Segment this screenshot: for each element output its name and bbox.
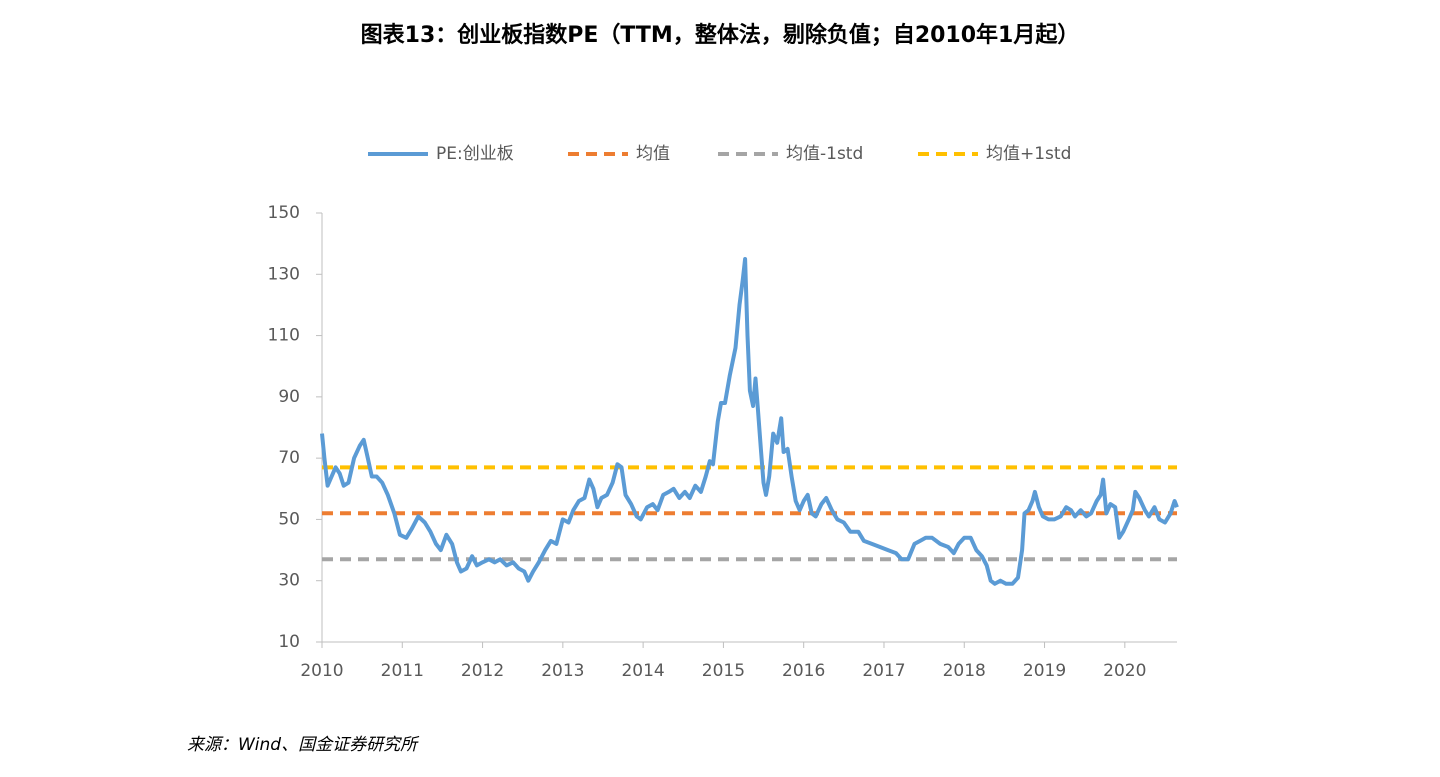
legend-label: 均值+1std — [986, 144, 1071, 164]
source: 来源：Wind、国金证券研究所 — [187, 735, 420, 755]
x-tick-label: 2010 — [300, 661, 343, 681]
y-tick-label: 150 — [268, 203, 300, 223]
x-tick-label: 2015 — [702, 661, 745, 681]
legend-label: 均值 — [636, 144, 670, 164]
x-tick-label: 2017 — [862, 661, 905, 681]
x-tick-label: 2011 — [381, 661, 424, 681]
x-tick-label: 2016 — [782, 661, 825, 681]
data-line — [320, 257, 1179, 586]
y-tick-label: 10 — [278, 632, 300, 652]
x-tick-label: 2020 — [1103, 661, 1146, 681]
x-tick-label: 2019 — [1023, 661, 1066, 681]
x-tick-label: 2012 — [461, 661, 504, 681]
x-tick-label: 2014 — [621, 661, 664, 681]
chart-title: 图表13：创业板指数PE（TTM，整体法，剔除负值；自2010年1月起） — [361, 22, 1080, 48]
y-tick-label: 50 — [278, 509, 300, 529]
y-tick-label: 130 — [268, 264, 300, 284]
legend-label: PE:创业板 — [436, 144, 514, 164]
y-tick-label: 110 — [268, 326, 300, 346]
y-tick-label: 90 — [278, 387, 300, 407]
x-tick-label: 2013 — [541, 661, 584, 681]
x-tick-label: 2018 — [943, 661, 986, 681]
y-tick-label: 70 — [278, 448, 300, 468]
y-tick-label: 30 — [278, 571, 300, 591]
legend-label: 均值-1std — [786, 144, 863, 164]
